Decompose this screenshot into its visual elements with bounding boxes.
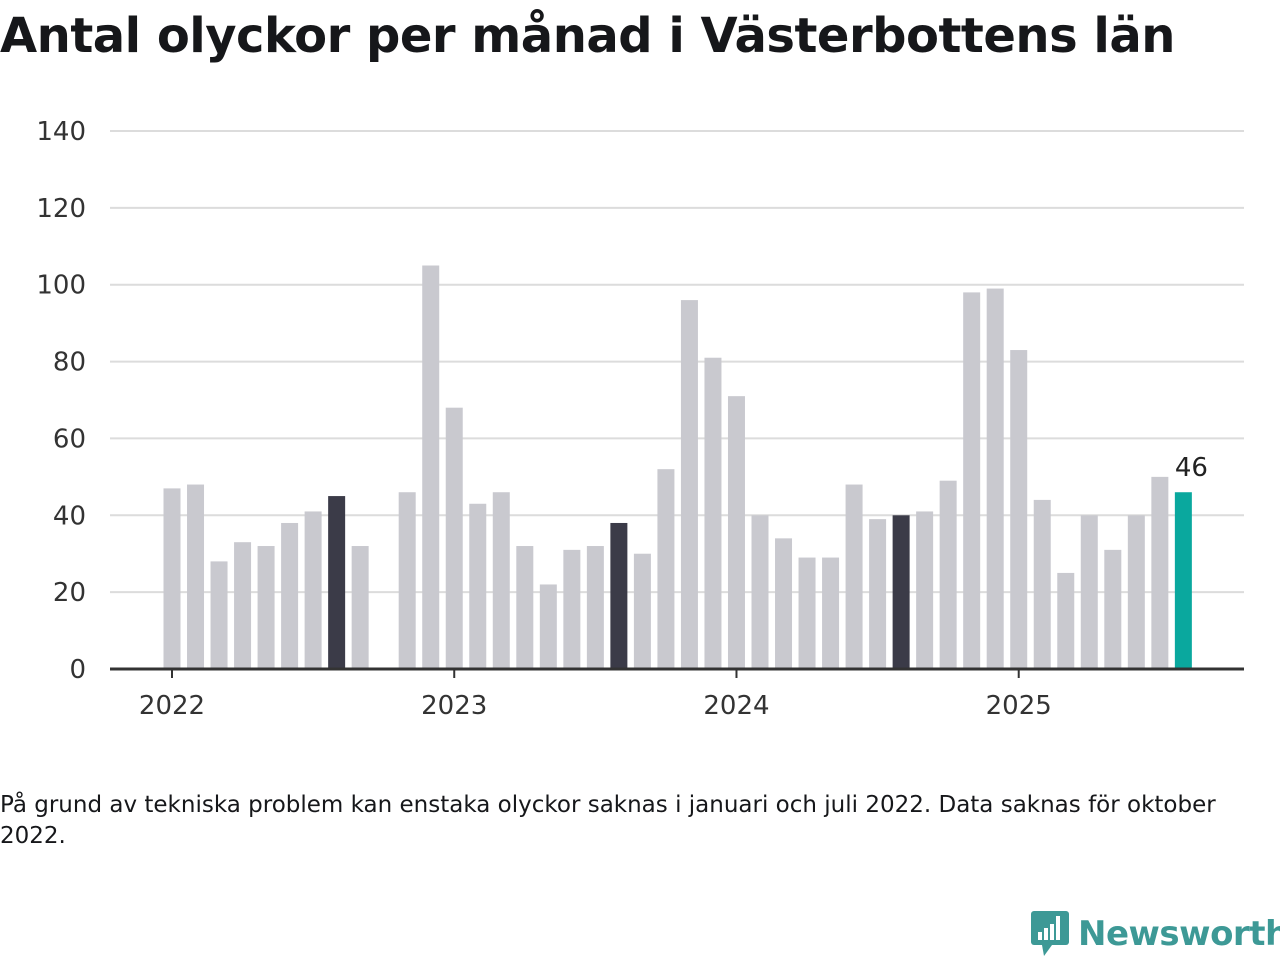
bar-2024-05 — [822, 557, 840, 669]
bar-2022-11 — [398, 492, 416, 669]
logo-text: Newsworthy — [1078, 914, 1280, 954]
bar-2023-01 — [445, 407, 463, 669]
y-tick-label: 60 — [53, 424, 86, 454]
newsworthy-logo[interactable]: Newsworthy — [1030, 910, 1280, 958]
bar-2024-11 — [963, 292, 981, 669]
bar-2025-05 — [1104, 549, 1122, 669]
bar-2023-11 — [680, 300, 698, 669]
bar-2023-09 — [633, 553, 651, 669]
bar-2025-06 — [1127, 515, 1145, 669]
bar-2022-08 — [328, 496, 346, 669]
bar-2024-02 — [751, 515, 769, 669]
y-tick-label: 100 — [36, 271, 86, 301]
bar-2024-08 — [892, 515, 910, 669]
bar-2022-09 — [351, 546, 369, 669]
bar-2025-01 — [1010, 350, 1028, 669]
bar-2022-07 — [304, 511, 322, 669]
bar-chart: 0 20 40 60 80 100 120 140 46 2022 2023 2024 2025 — [36, 117, 1244, 721]
bar-2025-07 — [1151, 476, 1169, 669]
bar-2024-07 — [869, 519, 887, 669]
bar-2024-12 — [986, 288, 1004, 669]
bar-2025-03 — [1057, 572, 1075, 669]
y-tick-label: 40 — [53, 501, 86, 531]
bar-2023-07 — [586, 546, 604, 669]
bar-2023-05 — [539, 584, 557, 669]
bar-2023-02 — [469, 503, 487, 669]
axes — [110, 667, 1244, 678]
bar-2022-03 — [210, 561, 228, 669]
bar-2024-01 — [727, 396, 745, 669]
footnote: På grund av tekniska problem kan enstaka… — [0, 792, 1216, 849]
bar-2022-01 — [163, 488, 181, 669]
bar-2023-10 — [657, 469, 675, 669]
labels: 0 20 40 60 80 100 120 140 46 2022 2023 2024 2025 — [36, 117, 1208, 721]
y-tick-label: 80 — [53, 348, 86, 378]
bar-2022-06 — [281, 522, 299, 669]
bar-2023-04 — [516, 546, 534, 669]
bar-2025-04 — [1080, 515, 1098, 669]
bar-2023-03 — [492, 492, 510, 669]
bar-2023-08 — [610, 522, 628, 669]
bar-2025-08 — [1174, 492, 1192, 669]
grid-lines — [110, 130, 1244, 594]
bar-2024-09 — [916, 511, 934, 669]
bars — [163, 265, 1192, 669]
x-tick-label: 2022 — [139, 691, 205, 721]
bar-2024-03 — [775, 538, 793, 669]
bar-2023-12 — [704, 357, 722, 669]
data-label: 46 — [1175, 453, 1208, 483]
bar-2022-05 — [257, 546, 275, 669]
y-tick-label: 120 — [36, 194, 86, 224]
x-tick-label: 2025 — [986, 691, 1052, 721]
x-tick-label: 2023 — [421, 691, 487, 721]
bar-2022-12 — [422, 265, 440, 669]
bar-2024-06 — [845, 484, 863, 669]
y-tick-label: 20 — [53, 578, 86, 608]
newsworthy-chart-bubble-icon — [1031, 911, 1069, 956]
bar-2022-02 — [187, 484, 205, 669]
bar-2024-10 — [939, 480, 957, 669]
x-tick-label: 2024 — [703, 691, 769, 721]
chart-title: Antal olyckor per månad i Västerbottens … — [0, 8, 1175, 64]
bar-2023-06 — [563, 549, 581, 669]
y-tick-label: 140 — [36, 117, 86, 147]
y-tick-label: 0 — [69, 655, 86, 685]
bar-2025-02 — [1033, 499, 1051, 669]
bar-2022-04 — [234, 542, 252, 669]
bar-2024-04 — [798, 557, 816, 669]
